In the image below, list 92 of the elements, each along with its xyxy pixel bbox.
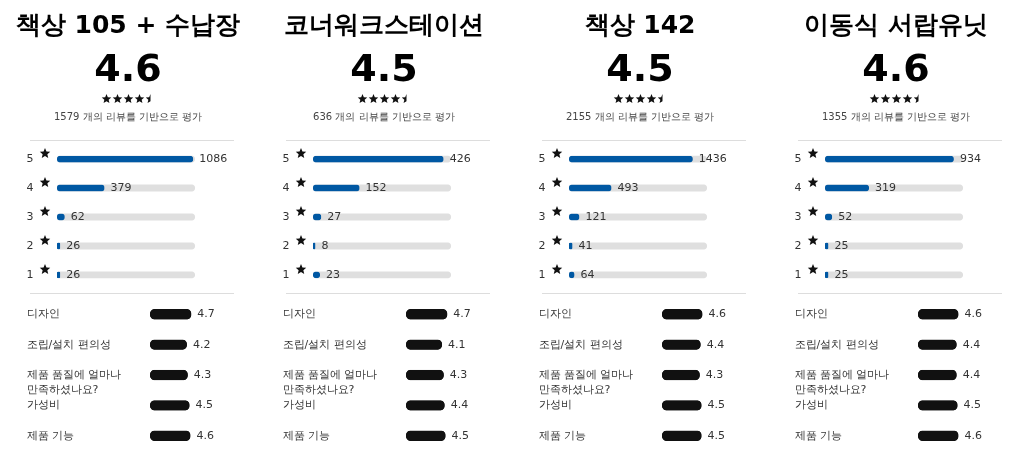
y-tick-label: 조립/설치 편의성 [538,337,623,351]
data-label: 27 [327,210,342,223]
data-label: 4.3 [705,368,724,381]
data-label: 4.3 [193,368,212,381]
y-tick-label: 1 [26,267,34,281]
data-label: 4.6 [708,307,726,321]
data-label: 23 [326,267,341,281]
data-label: 4.4 [962,337,981,351]
data-label: 52 [838,210,853,223]
y-tick-label: 제품 품질에 얼마나 만족하셨나요? [538,368,634,396]
data-label: 4.6 [196,428,214,442]
data-label: 25 [834,267,849,281]
y-tick-label: 5 [794,152,802,166]
y-tick-label: 제품 기능 [794,428,842,442]
data-label: 8 [321,238,329,252]
chart-title: 코너워크스테이션 [283,9,485,41]
text: 1355 개의 리뷰를 기반으로 평가 [820,110,972,124]
y-tick-label: 4 [26,181,34,195]
data-label: 4.2 [192,337,211,351]
y-tick-label: 디자인 [794,307,828,321]
data-label: 934 [959,152,981,166]
y-tick-label: 제품 품질에 얼마나 만족하셨나요? [26,368,122,396]
y-tick-label: 가성비 [26,398,60,412]
data-label: 26 [66,267,81,281]
y-tick-label: 1 [538,267,546,281]
data-label: 319 [875,181,897,195]
data-label: 4.5 [707,428,726,442]
y-tick-label: 2 [794,238,802,252]
y-tick-label: 1 [794,267,802,281]
data-label: 4.4 [706,337,725,351]
data-label: 25 [834,238,849,252]
data-label: 4.5 [451,428,470,442]
y-tick-label: 디자인 [282,307,316,321]
chart-subtitle: 4.6 [861,46,931,90]
y-tick-label: 제품 품질에 얼마나 만족하셨나요? [794,368,890,396]
data-label: 1436 [698,152,727,166]
data-label: 4.5 [963,398,982,412]
y-tick-label: 조립/설치 편의성 [26,337,111,351]
y-tick-label: 3 [282,210,290,223]
y-tick-label: 4 [794,181,802,195]
data-label: 62 [70,210,85,223]
y-tick-label: 가성비 [794,398,828,412]
data-label: 4.7 [197,307,215,321]
y-tick-label: 3 [26,210,34,223]
text: 636 개의 리뷰를 기반으로 평가 [312,110,456,124]
data-label: 121 [585,210,607,223]
data-label: 4.1 [448,337,466,351]
chart-title: 이동식 서랍유닛 [803,9,989,41]
y-tick-label: 2 [538,238,546,252]
chart-subtitle: 4.5 [349,46,419,90]
data-label: 4.4 [450,398,469,412]
y-tick-label: 조립/설치 편의성 [282,337,367,351]
data-label: 4.7 [453,307,471,321]
data-label: 1086 [199,152,228,166]
y-tick-label: 가성비 [538,398,572,412]
y-tick-label: 제품 기능 [538,428,586,442]
data-label: 4.6 [964,307,982,321]
y-tick-label: 2 [26,238,34,252]
data-label: 152 [365,181,387,195]
chart-title: 책상 105 + 수납장 [14,9,242,41]
data-label: 4.5 [707,398,726,412]
text: 1579 개의 리뷰를 기반으로 평가 [52,110,204,124]
chart-subtitle: 4.6 [93,46,163,90]
data-label: 4.5 [195,398,214,412]
data-label: 26 [66,238,81,252]
chart-subtitle: 4.5 [605,46,675,90]
data-label: 379 [110,181,132,195]
data-label: 426 [449,152,471,166]
y-tick-label: 제품 기능 [26,428,74,442]
data-label: 4.4 [962,368,981,381]
data-label: 493 [617,181,639,195]
y-tick-label: 제품 품질에 얼마나 만족하셨나요? [282,368,378,396]
y-tick-label: 3 [794,210,802,223]
y-tick-label: 4 [282,181,290,195]
y-tick-label: 1 [282,267,290,281]
data-label: 64 [580,267,595,281]
y-tick-label: 조립/설치 편의성 [794,337,879,351]
y-tick-label: 4 [538,181,546,195]
y-tick-label: 3 [538,210,546,223]
data-label: 4.6 [964,428,982,442]
chart-title: 책상 142 [583,9,697,41]
y-tick-label: 제품 기능 [282,428,330,442]
y-tick-label: 5 [538,152,546,166]
data-label: 4.3 [449,368,468,381]
text: 2155 개의 리뷰를 기반으로 평가 [564,110,716,124]
y-tick-label: 5 [282,152,290,166]
y-tick-label: 디자인 [26,307,60,321]
y-tick-label: 디자인 [538,307,572,321]
data-label: 41 [578,238,593,252]
y-tick-label: 가성비 [282,398,316,412]
y-tick-label: 5 [26,152,34,166]
y-tick-label: 2 [282,238,290,252]
